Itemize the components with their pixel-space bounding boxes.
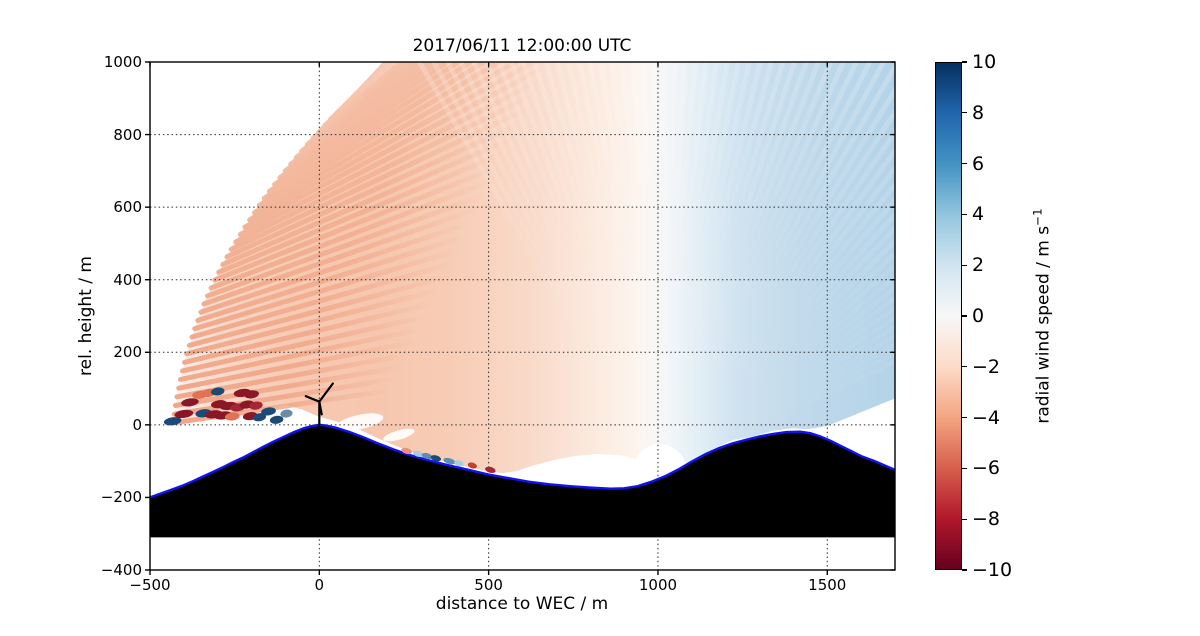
colorbar-tick-mark: [962, 264, 967, 266]
right-fan-gaps: [416, 62, 895, 450]
no-data-patch: [383, 428, 415, 442]
wind-turbine: [304, 382, 334, 426]
tick-marks: [145, 61, 895, 575]
plot-border: [149, 61, 896, 571]
y-tick-label: −400: [100, 561, 142, 579]
x-tick-label: 500: [474, 576, 503, 594]
colorbar-label-text: radial wind speed / m s: [1033, 225, 1054, 424]
colorbar-tick-mark: [962, 213, 967, 216]
y-tick-label: 200: [113, 343, 142, 362]
colorbar-tick-mark: [962, 61, 967, 63]
colorbar-tick-mark: [962, 162, 967, 165]
colorbar-tick-mark: [962, 366, 967, 368]
colorbar-tick-label: 6: [972, 152, 985, 175]
colorbar-tick-label: −2: [972, 355, 1001, 378]
colorbar: [935, 62, 962, 570]
y-tick-label: 600: [113, 198, 142, 217]
plot-area: [145, 61, 896, 575]
colorbar-tick-label: −4: [972, 406, 1001, 429]
x-tick-label: 0: [314, 576, 325, 594]
colorbar-tick-label: 2: [972, 254, 985, 277]
colorbar-tick-mark: [962, 112, 967, 114]
colorbar-tick-label: −8: [972, 508, 1001, 531]
x-tick-label: −500: [129, 576, 171, 594]
colorbar-tick-label: −10: [972, 559, 1013, 581]
colorbar-label-sup: −1: [1030, 208, 1045, 226]
colorbar-tick-label: 10: [972, 51, 997, 73]
colorbar-tick-mark: [962, 518, 967, 520]
y-tick-label: 0: [132, 415, 142, 434]
colorbar-tick-mark: [962, 416, 967, 419]
colorbar-tick-mark: [962, 467, 967, 470]
y-tick-label: −200: [100, 488, 142, 507]
colorbar-tick-label: 4: [972, 203, 985, 226]
y-tick-label: 800: [113, 125, 142, 144]
gridlines: [150, 62, 895, 570]
x-tick-label: 1500: [808, 576, 847, 594]
colorbar-tick-label: 8: [972, 101, 985, 124]
colorbar-tick-label: 0: [972, 305, 985, 327]
y-tick-label: 400: [113, 270, 142, 289]
x-tick-label: 1000: [638, 576, 678, 594]
colorbar-tick-mark: [962, 315, 967, 317]
scan-plot: [145, 61, 896, 575]
hard-target-dots: [163, 387, 496, 474]
y-tick-label: 1000: [103, 53, 142, 71]
no-data-patch: [336, 413, 384, 431]
terrain-surface-line: [150, 423, 895, 499]
colorbar-tick-label: −6: [972, 457, 1001, 480]
plot-title: 2017/06/11 12:00:00 UTC: [412, 36, 632, 56]
colorbar-label: radial wind speed / m s−1: [1031, 208, 1054, 423]
x-axis-label: distance to WEC / m: [435, 594, 609, 614]
scan-data-layer: [150, 62, 895, 570]
colorbar-tick-mark: [962, 569, 967, 571]
